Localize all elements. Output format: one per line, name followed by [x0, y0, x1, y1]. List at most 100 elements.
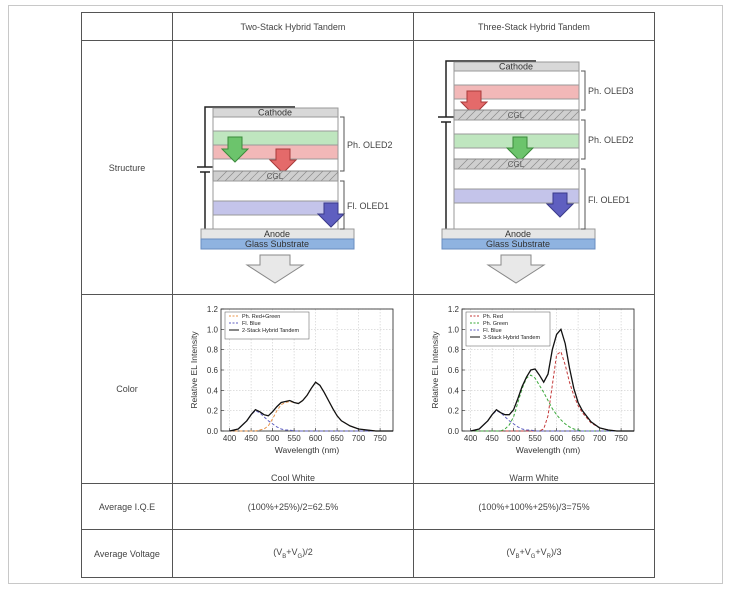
x-tick-label: 400 [223, 434, 237, 443]
legend-entry: 3-Stack Hybrid Tandem [483, 335, 540, 341]
unit3-label: Ph. OLED3 [588, 86, 634, 96]
x-axis-label: Wavelength (nm) [516, 445, 581, 455]
header-two-stack: Two-Stack Hybrid Tandem [172, 12, 414, 41]
legend-entry: Ph. Red+Green [242, 314, 280, 320]
x-tick-label: 550 [287, 434, 301, 443]
glass-substrate [441, 238, 596, 250]
unit3-bracket [581, 70, 586, 111]
red-emission-arrow [459, 90, 489, 116]
down-arrow-icon [486, 254, 546, 284]
legend-box [465, 311, 551, 347]
unit1-bracket [340, 180, 345, 230]
cathode-label: Cathode [258, 108, 292, 118]
series-line [470, 350, 634, 432]
y-tick-label: 1.2 [448, 305, 460, 314]
anode-label: Anode [505, 229, 531, 239]
layer-etl3 [453, 70, 580, 86]
cgl1-label: CGL [508, 160, 525, 169]
comparison-table: Two-Stack Hybrid Tandem Three-Stack Hybr… [81, 12, 655, 578]
y-tick-label: 0.2 [207, 407, 219, 416]
glass-substrate [200, 238, 355, 250]
three-stack-iqe-formula: (100%+100%+25%)/3=75% [413, 483, 655, 530]
x-tick-label: 500 [507, 434, 521, 443]
unit1-bracket [581, 168, 586, 230]
row-label-voltage: Average Voltage [81, 529, 173, 578]
x-tick-label: 450 [244, 434, 258, 443]
unit1-label: Fl. OLED1 [588, 195, 630, 205]
two-stack-voltage-formula: (VB+VG)/2 [172, 529, 414, 578]
cgl1-hatch [457, 158, 580, 170]
y-axis-label: Relative EL Intensity [430, 331, 440, 409]
x-tick-label: 750 [614, 434, 628, 443]
x-tick-label: 550 [528, 434, 542, 443]
y-tick-label: 0.6 [207, 366, 219, 375]
layer-etl2 [212, 116, 339, 132]
figure-frame [8, 5, 723, 584]
wire-top [445, 60, 536, 117]
header-corner [81, 12, 173, 41]
y-tick-label: 0.0 [207, 427, 219, 436]
x-tick-label: 700 [352, 434, 366, 443]
wire-bottom [442, 122, 447, 238]
green-emission-arrow [220, 136, 250, 163]
cgl2-hatch [457, 109, 580, 121]
substrate-label: Glass Substrate [245, 239, 309, 249]
legend-entry: Ph. Red [483, 314, 503, 320]
unit2-bracket [340, 116, 345, 172]
y-tick-label: 1.0 [207, 325, 219, 334]
y-axis-label: Relative EL Intensity [189, 331, 199, 409]
series-line [470, 374, 634, 432]
y-tick-label: 0.8 [207, 346, 219, 355]
three-stack-voltage-formula: (VB+VG+VR)/3 [413, 529, 655, 578]
cathode-label: Cathode [499, 62, 533, 72]
layer-etl1 [453, 168, 580, 190]
y-tick-label: 1.0 [448, 325, 460, 334]
two-stack-iqe-formula: (100%+25%)/2=62.5% [172, 483, 414, 530]
blue-emission-arrow [316, 202, 346, 228]
y-tick-label: 0.2 [448, 407, 460, 416]
unit2-bracket [581, 119, 586, 160]
unit1-label: Fl. OLED1 [347, 201, 389, 211]
x-tick-label: 450 [485, 434, 499, 443]
wire-top [204, 106, 295, 167]
down-arrow-icon [245, 254, 305, 284]
y-tick-label: 0.8 [448, 346, 460, 355]
two-stack-spectrum-chart: 400 450 500 550 600 650 700 750 0.0 0.2 0.4 0.6 0.8 1… [189, 305, 394, 455]
x-tick-label: 400 [464, 434, 478, 443]
legend-entry: Ph. Green [483, 321, 508, 327]
unit2-label: Ph. OLED2 [588, 135, 634, 145]
green-emission-arrow [505, 136, 535, 162]
series-line [229, 381, 393, 432]
substrate-label: Glass Substrate [486, 239, 550, 249]
layer-etl2 [453, 119, 580, 135]
row-label-color: Color [81, 294, 173, 484]
blue-emission-arrow [545, 192, 575, 218]
y-tick-label: 0.6 [448, 366, 460, 375]
x-tick-label: 500 [266, 434, 280, 443]
x-tick-label: 700 [593, 434, 607, 443]
two-stack-white-label: Cool White [270, 473, 315, 483]
y-tick-label: 1.2 [207, 305, 219, 314]
series-line [229, 410, 393, 432]
x-tick-label: 600 [550, 434, 564, 443]
blue-eml [212, 200, 339, 216]
red-emission-arrow [268, 148, 298, 174]
wire-bottom [201, 172, 206, 238]
x-tick-label: 650 [330, 434, 344, 443]
three-stack-structure-cell: Cathode CGL [413, 40, 655, 295]
cgl2-label: CGL [508, 111, 525, 120]
unit2-label: Ph. OLED2 [347, 140, 393, 150]
cgl-label: CGL [267, 172, 284, 181]
three-stack-color-cell: 400 450 500 550 600 650 700 750 0.0 0.2 0.4 0.6 0.8 1… [413, 294, 655, 484]
series-line [470, 410, 634, 432]
legend-entry: Fl. Blue [242, 321, 261, 327]
x-tick-label: 750 [373, 434, 387, 443]
three-stack-white-label: Warm White [509, 473, 559, 483]
row-label-iqe: Average I.Q.E [81, 483, 173, 530]
legend-entry: Fl. Blue [483, 328, 502, 334]
cgl-hatch [216, 170, 339, 182]
x-axis-label: Wavelength (nm) [275, 445, 340, 455]
three-stack-spectrum-chart: 400 450 500 550 600 650 700 750 0.0 0.2 0.4 0.6 0.8 1… [430, 305, 635, 455]
anode-label: Anode [264, 229, 290, 239]
two-stack-color-cell: 400 450 500 550 600 650 700 750 0.0 0.2 0.4 0.6 0.8 1… [172, 294, 414, 484]
